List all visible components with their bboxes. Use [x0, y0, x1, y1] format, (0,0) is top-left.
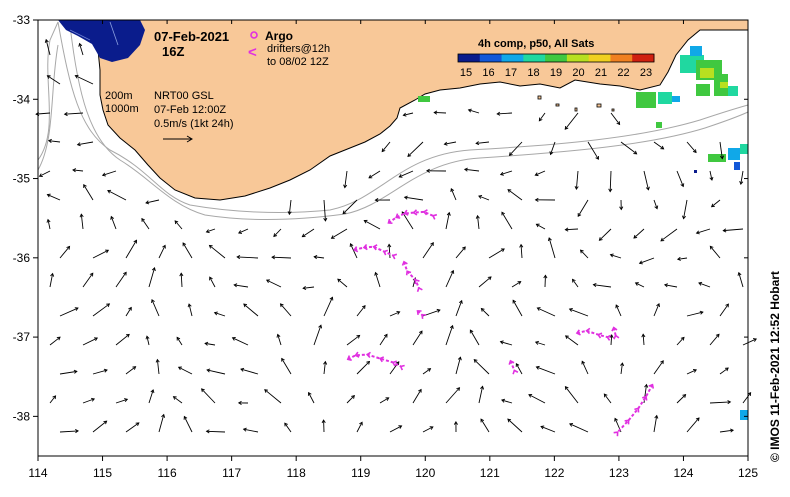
colorbar-tick-label: 21 — [595, 67, 607, 79]
colorbar-cell — [567, 54, 589, 62]
lon-label: 116 — [158, 466, 177, 480]
lon-label: 124 — [673, 466, 693, 480]
colorbar-tick-label: 23 — [640, 67, 652, 79]
scale-vector-label: 0.5m/s (1kt 24h) — [154, 118, 233, 130]
product-time-label: 07-Feb 12:00Z — [154, 104, 226, 116]
map-hour: 16Z — [162, 44, 184, 59]
lon-label: 125 — [738, 466, 758, 480]
colorbar-tick-label: 22 — [617, 67, 629, 79]
colorbar-title: 4h comp, p50, All Sats — [478, 38, 594, 50]
colorbar-cell — [589, 54, 611, 62]
lat-label: -34 — [13, 92, 31, 106]
lat-label: -33 — [13, 13, 31, 27]
depth-200m-label: 200m — [105, 90, 133, 102]
lon-label: 115 — [93, 466, 112, 480]
lon-label: 122 — [544, 466, 564, 480]
lon-label: 123 — [609, 466, 629, 480]
colorbar-tick-label: 19 — [550, 67, 562, 79]
lon-label: 121 — [480, 466, 500, 480]
colorbar-tick-label: 16 — [482, 67, 494, 79]
lon-label: 117 — [222, 466, 241, 480]
lon-label: 114 — [28, 466, 47, 480]
drifters-label-line1: drifters@12h — [267, 43, 330, 55]
credit-label: © IMOS 11-Feb-2021 12:52 Hobart — [768, 271, 782, 462]
drifter-symbol-icon: < — [248, 44, 257, 61]
colorbar-tick-label: 15 — [460, 67, 472, 79]
lat-label: -35 — [13, 172, 31, 186]
colorbar-cell — [610, 54, 632, 62]
lon-label: 119 — [351, 466, 370, 480]
colorbar-tick-label: 17 — [505, 67, 517, 79]
drifters-label-line2: to 08/02 12Z — [267, 56, 329, 68]
depth-1000m-label: 1000m — [105, 103, 139, 115]
colorbar-tick-label: 20 — [572, 67, 584, 79]
colorbar-cell — [502, 54, 524, 62]
colorbar-tick-label: 18 — [527, 67, 539, 79]
colorbar-cell — [523, 54, 545, 62]
product-label: NRT00 GSL — [154, 90, 214, 102]
colorbar-cell — [480, 54, 502, 62]
colorbar-cell — [458, 54, 480, 62]
colorbar-cells — [458, 54, 655, 62]
map-date: 07-Feb-2021 — [154, 29, 229, 44]
colorbar-cell — [545, 54, 567, 62]
lat-label: -38 — [13, 409, 31, 423]
lon-label: 118 — [287, 466, 306, 480]
argo-label: Argo — [265, 29, 293, 43]
lon-label: 120 — [415, 466, 435, 480]
colorbar-ticks: 15 16 17 18 19 20 21 22 23 — [460, 67, 652, 79]
lat-label: -37 — [13, 330, 31, 344]
lat-label: -36 — [13, 251, 31, 265]
colorbar-cell — [632, 54, 654, 62]
